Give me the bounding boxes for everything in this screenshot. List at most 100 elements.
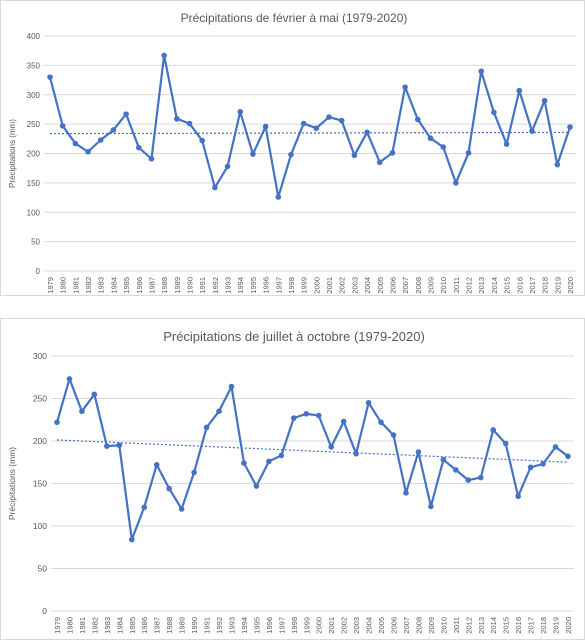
x-tick-label: 1996 [265,617,274,634]
x-tick-label: 1993 [224,277,233,294]
data-point [364,129,370,136]
data-point [166,485,172,492]
data-point [262,123,269,130]
x-tick-label: 2018 [539,617,548,634]
data-point [415,116,421,123]
data-point [554,161,561,168]
x-tick-label: 2009 [426,277,435,294]
x-tick-label: 1983 [97,277,106,294]
data-point [478,68,485,75]
data-point [278,452,285,459]
x-tick-label: 2007 [401,277,410,294]
x-tick-label: 1986 [140,617,149,634]
data-point [440,456,447,463]
data-point [288,151,294,158]
y-tick-label: 100 [27,208,41,217]
data-point [141,504,148,511]
data-point [241,460,247,466]
x-tick-label: 2015 [502,617,511,634]
x-tick-label: 1981 [78,617,87,634]
data-point [79,408,85,415]
x-tick-label: 1989 [173,277,182,294]
data-point [123,111,129,117]
x-tick-label: 2015 [503,277,512,294]
x-tick-label: 1979 [46,277,55,294]
data-point [527,464,534,471]
y-tick-label: 400 [27,32,41,41]
x-tick-label: 2013 [477,277,486,294]
x-tick-label: 2006 [390,617,399,634]
data-point [338,117,345,124]
x-tick-label: 2006 [388,277,397,294]
data-point [212,184,218,191]
data-point [415,449,422,455]
data-point [403,490,409,496]
y-tick-label: 300 [27,91,41,100]
data-point [275,194,282,200]
data-point [477,474,484,481]
data-point [516,87,523,94]
data-point [353,450,359,457]
chart-title: Précipitations de février à mai (1979-20… [181,11,408,25]
x-tick-label: 2011 [452,277,461,293]
data-point [552,444,559,450]
data-point [378,419,384,426]
x-tick-label: 1983 [103,617,112,634]
data-point [85,148,91,155]
y-tick-label: 150 [27,179,41,188]
x-tick-label: 2020 [566,277,575,294]
x-tick-label: 2002 [338,277,347,294]
data-point [148,155,155,162]
data-point [110,127,117,133]
data-point [376,159,383,166]
x-tick-label: 1990 [186,277,195,294]
data-point [326,114,332,120]
x-tick-label: 2007 [402,617,411,634]
x-tick-label: 2005 [377,617,386,634]
x-tick-label: 1997 [277,617,286,634]
x-tick-label: 2010 [439,277,448,294]
data-point [250,151,256,157]
data-point [351,152,358,159]
y-tick-label: 0 [42,606,47,616]
y-tick-label: 0 [36,267,41,276]
x-tick-label: 1981 [71,277,80,294]
data-point [465,477,472,483]
data-point [453,180,459,186]
data-point [453,467,459,473]
x-tick-label: 1999 [302,617,311,634]
y-tick-label: 50 [38,564,48,574]
x-tick-label: 2018 [541,277,550,294]
x-tick-label: 1998 [287,277,296,294]
x-tick-label: 1996 [262,277,271,294]
data-point [515,493,521,500]
y-axis-label: Précipitations (mm) [7,447,17,520]
data-point [529,128,535,134]
x-tick-label: 2020 [564,617,573,634]
y-tick-label: 250 [27,120,41,129]
x-tick-label: 2008 [414,617,423,634]
x-tick-label: 1991 [198,277,207,294]
x-tick-label: 2013 [477,617,486,634]
data-point [313,125,320,132]
x-tick-label: 2017 [528,277,537,294]
data-point [66,376,73,382]
x-tick-label: 1987 [153,617,162,634]
data-point [365,399,372,406]
x-tick-label: 2017 [527,617,536,634]
data-point [567,124,573,130]
data-point [502,440,509,447]
data-point [541,97,548,104]
x-tick-label: 1988 [160,277,169,294]
x-tick-label: 2009 [427,617,436,634]
x-tick-label: 2019 [553,277,562,294]
x-tick-label: 1998 [290,617,299,634]
data-point [216,408,222,415]
data-point [237,108,244,115]
data-point [153,462,160,468]
x-tick-label: 2002 [340,617,349,634]
data-point [128,536,135,543]
x-tick-label: 1980 [65,617,74,634]
x-tick-label: 1989 [178,617,187,634]
y-tick-label: 200 [33,436,47,446]
